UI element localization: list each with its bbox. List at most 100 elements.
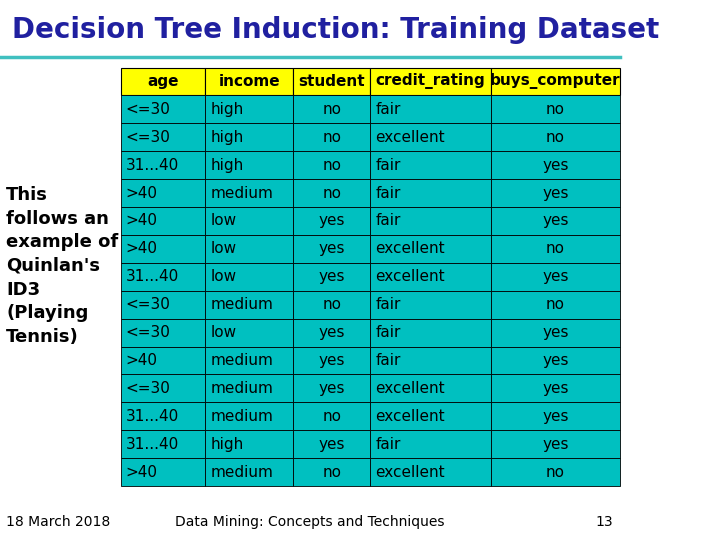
Bar [205, 263, 293, 291]
Text: no: no [546, 464, 565, 480]
Text: >40: >40 [126, 464, 158, 480]
Text: no: no [322, 158, 341, 173]
Bar [293, 374, 370, 402]
Bar [121, 123, 205, 151]
Bar [121, 458, 205, 486]
Text: yes: yes [542, 353, 569, 368]
Bar [205, 374, 293, 402]
Text: low: low [210, 269, 236, 284]
Text: low: low [210, 213, 236, 228]
Text: This
follows an
example of
Quinlan's
ID3
(Playing
Tennis): This follows an example of Quinlan's ID3… [6, 186, 119, 346]
Text: age: age [148, 74, 179, 89]
Bar [491, 96, 620, 123]
Bar [491, 151, 620, 179]
Bar [205, 179, 293, 207]
Text: no: no [546, 297, 565, 312]
Bar [121, 235, 205, 263]
Bar [293, 123, 370, 151]
Text: fair: fair [375, 437, 400, 451]
Text: medium: medium [210, 381, 273, 396]
Bar [491, 179, 620, 207]
Bar [121, 68, 205, 96]
Text: fair: fair [375, 297, 400, 312]
Bar [205, 319, 293, 347]
Bar [491, 402, 620, 430]
Bar [121, 430, 205, 458]
Text: fair: fair [375, 325, 400, 340]
Text: 31...40: 31...40 [126, 409, 179, 424]
Bar [121, 179, 205, 207]
Text: >40: >40 [126, 241, 158, 256]
Text: yes: yes [542, 381, 569, 396]
Bar [293, 263, 370, 291]
Bar [370, 68, 491, 96]
Text: yes: yes [542, 269, 569, 284]
Text: Decision Tree Induction: Training Dataset: Decision Tree Induction: Training Datase… [12, 16, 660, 44]
Bar [370, 291, 491, 319]
Bar [370, 235, 491, 263]
Bar [370, 347, 491, 374]
Bar [293, 96, 370, 123]
Text: Data Mining: Concepts and Techniques: Data Mining: Concepts and Techniques [175, 515, 444, 529]
Text: <=30: <=30 [126, 130, 171, 145]
Text: no: no [322, 409, 341, 424]
Text: excellent: excellent [375, 241, 445, 256]
Text: yes: yes [318, 437, 345, 451]
Text: student: student [298, 74, 365, 89]
Text: 31...40: 31...40 [126, 269, 179, 284]
Bar [121, 96, 205, 123]
Text: low: low [210, 325, 236, 340]
Bar [370, 96, 491, 123]
Text: credit_rating: credit_rating [376, 73, 485, 90]
Bar [293, 458, 370, 486]
Text: yes: yes [318, 241, 345, 256]
Text: buys_computer: buys_computer [490, 73, 621, 90]
Text: fair: fair [375, 102, 400, 117]
Bar [370, 402, 491, 430]
Text: low: low [210, 241, 236, 256]
Bar [491, 68, 620, 96]
Text: yes: yes [318, 269, 345, 284]
Text: high: high [210, 130, 243, 145]
Bar [293, 151, 370, 179]
Bar [205, 458, 293, 486]
Text: yes: yes [542, 325, 569, 340]
Text: income: income [218, 74, 280, 89]
Text: excellent: excellent [375, 381, 445, 396]
Text: no: no [546, 130, 565, 145]
Bar [121, 151, 205, 179]
Bar [205, 68, 293, 96]
Text: >40: >40 [126, 213, 158, 228]
Bar [293, 291, 370, 319]
Text: excellent: excellent [375, 464, 445, 480]
Text: high: high [210, 158, 243, 173]
Text: no: no [322, 102, 341, 117]
Bar [491, 235, 620, 263]
Bar [293, 235, 370, 263]
Bar [121, 402, 205, 430]
Bar [491, 291, 620, 319]
Bar [370, 374, 491, 402]
Bar [205, 402, 293, 430]
Text: excellent: excellent [375, 130, 445, 145]
Text: <=30: <=30 [126, 325, 171, 340]
Bar [370, 430, 491, 458]
Text: high: high [210, 437, 243, 451]
Bar [370, 151, 491, 179]
Bar [121, 319, 205, 347]
Bar [491, 374, 620, 402]
Bar [370, 207, 491, 235]
Text: yes: yes [542, 437, 569, 451]
Text: 13: 13 [595, 515, 613, 529]
Text: yes: yes [542, 186, 569, 200]
Text: no: no [322, 186, 341, 200]
Text: medium: medium [210, 409, 273, 424]
Text: <=30: <=30 [126, 381, 171, 396]
Text: 31...40: 31...40 [126, 437, 179, 451]
Text: fair: fair [375, 158, 400, 173]
Text: no: no [322, 130, 341, 145]
Bar [293, 68, 370, 96]
Bar [293, 430, 370, 458]
Text: high: high [210, 102, 243, 117]
Text: excellent: excellent [375, 409, 445, 424]
